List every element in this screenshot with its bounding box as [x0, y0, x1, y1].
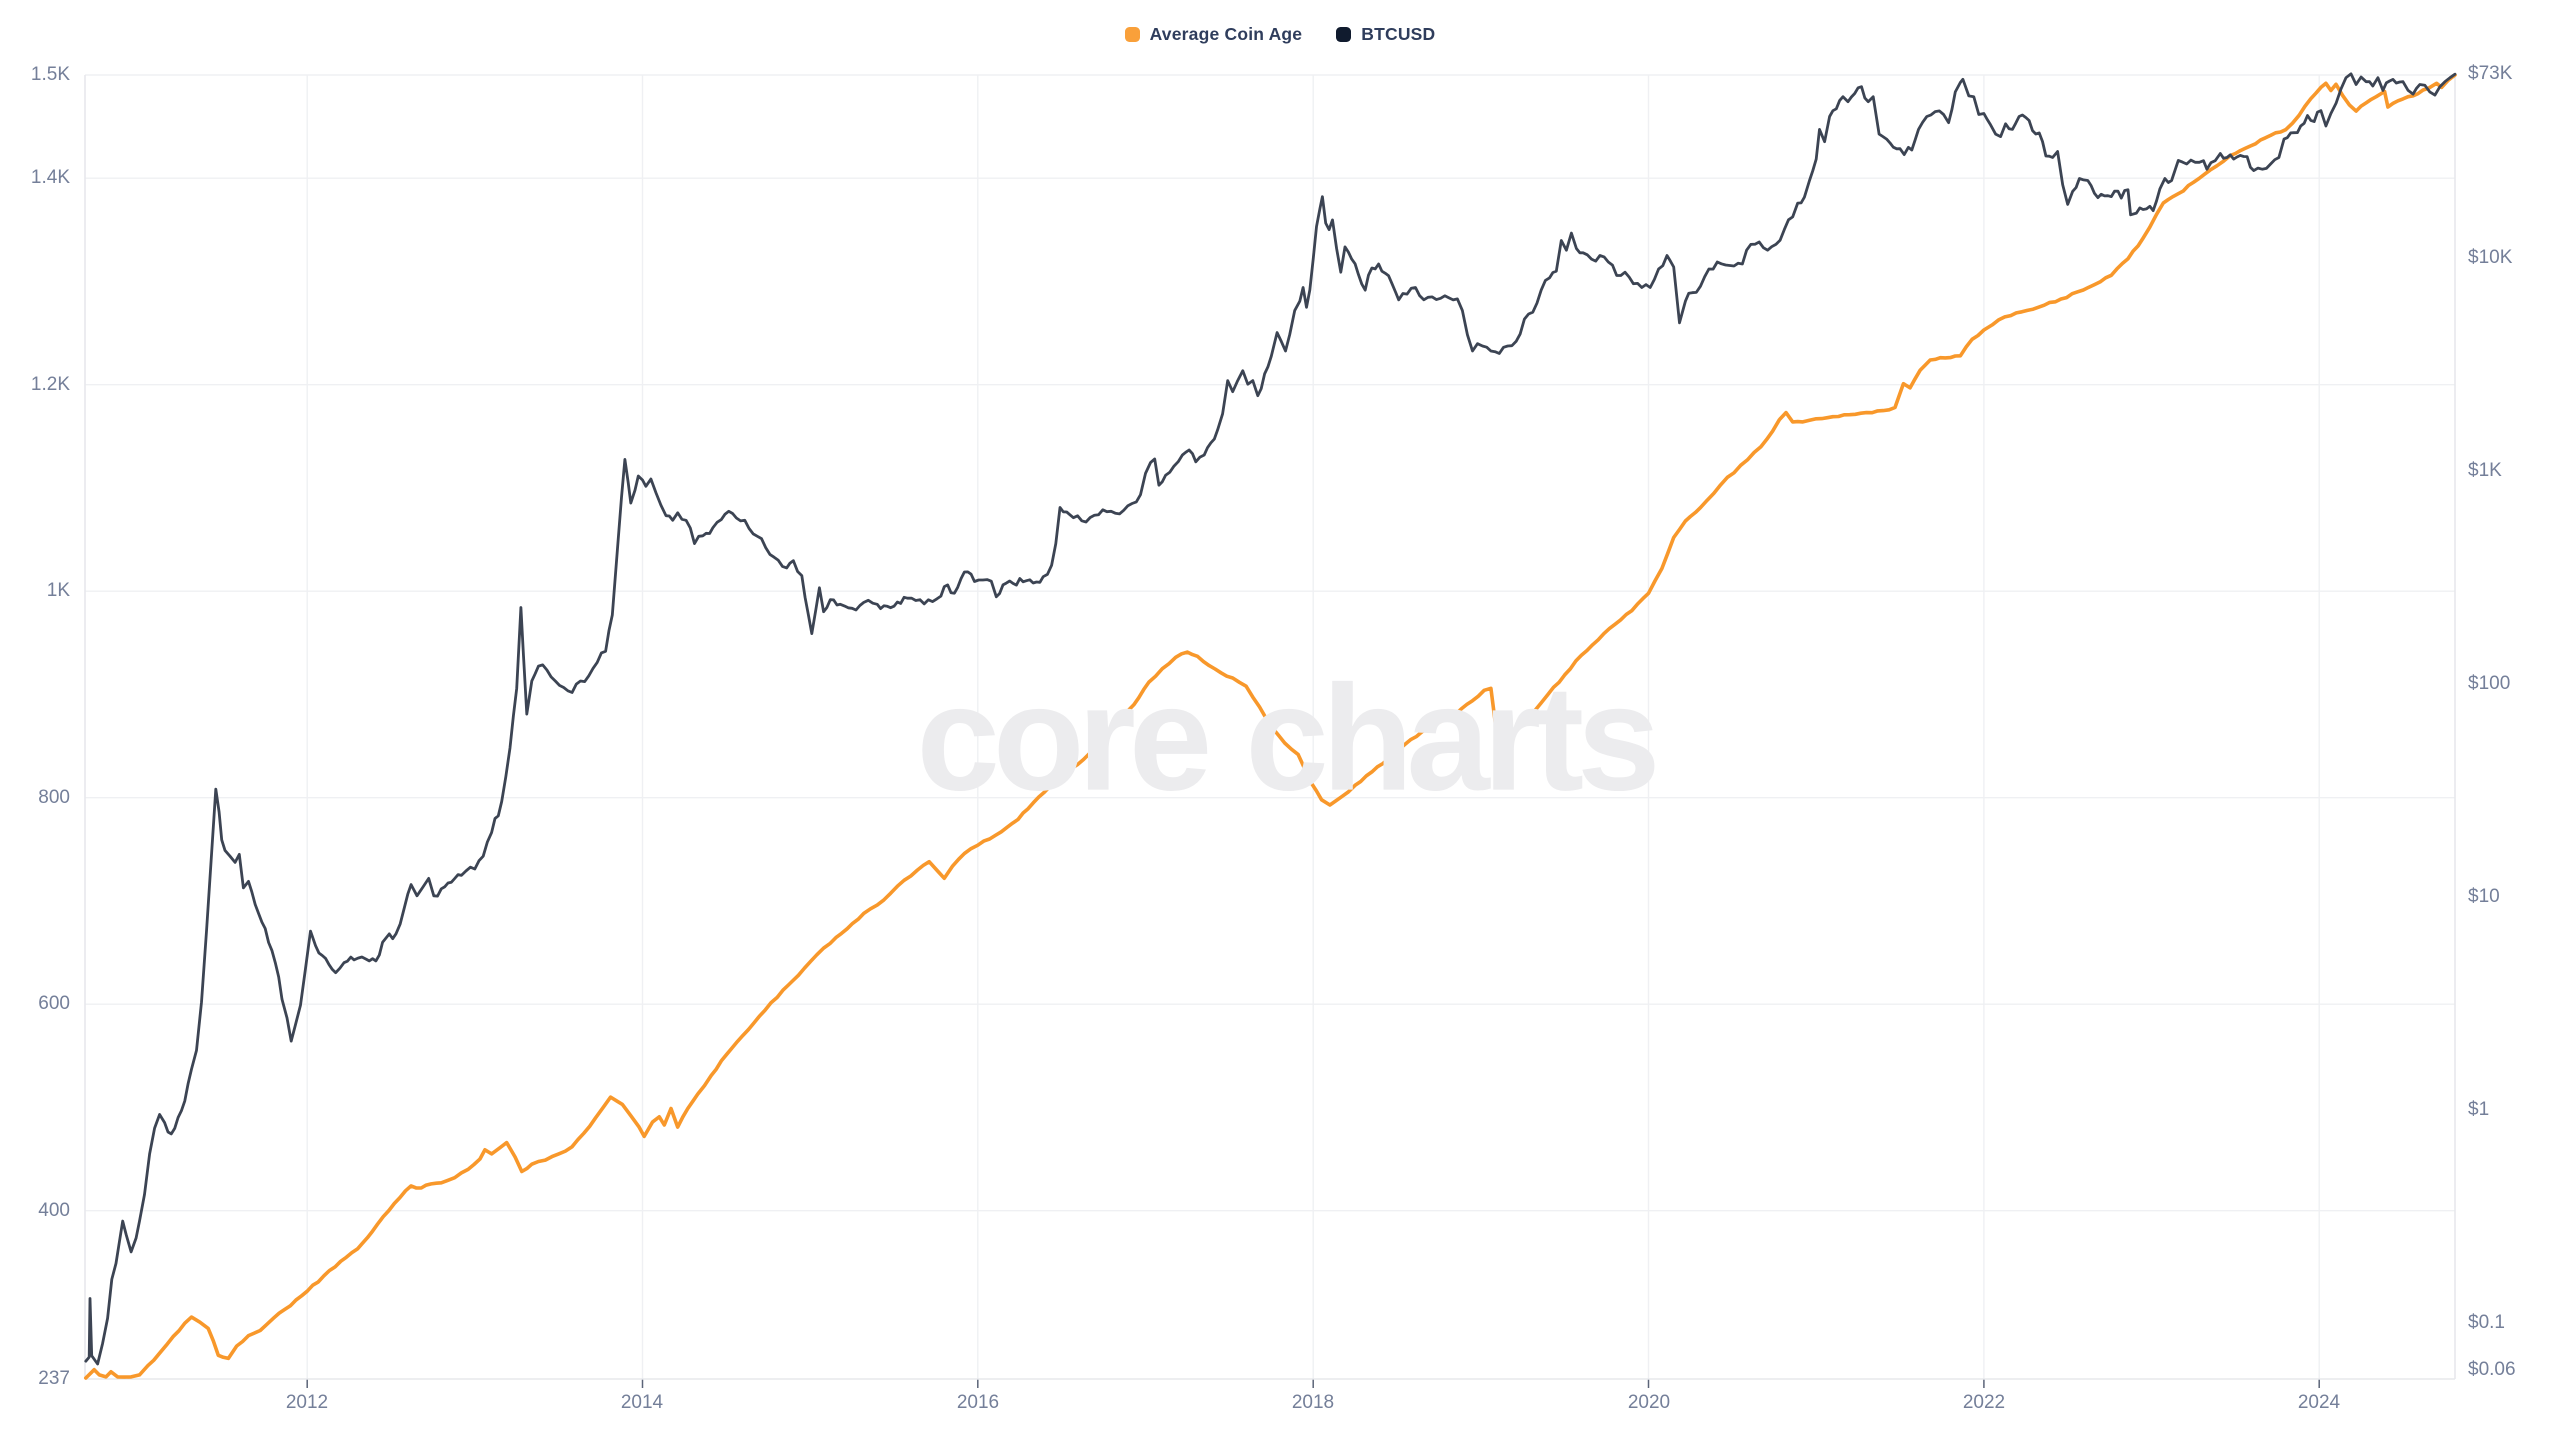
x-tick-label: 2018 [1291, 1392, 1335, 1413]
y-left-tick-label: 800 [38, 787, 70, 808]
x-tick-label: 2012 [285, 1392, 329, 1413]
y-left-tick-label: 1K [46, 580, 70, 601]
y-right-tick-label: $73K [2468, 63, 2513, 84]
legend-swatch-orange-icon [1124, 27, 1140, 42]
legend-item-btcusd[interactable]: BTCUSD [1336, 24, 1435, 45]
x-tick-label: 2020 [1627, 1392, 1671, 1413]
y-right-tick-label: $0.06 [2468, 1359, 2516, 1380]
y-right-tick-label: $1K [2468, 460, 2502, 481]
y-right-tick-label: $0.1 [2468, 1312, 2505, 1333]
legend-label-average-coin-age: Average Coin Age [1149, 24, 1303, 44]
y-left-tick-label: 1.4K [30, 167, 70, 188]
x-tick-label: 2016 [956, 1392, 1000, 1413]
y-right-tick-label: $10K [2468, 247, 2513, 268]
x-tick-label: 2024 [2297, 1392, 2341, 1413]
y-right-tick-label: $10 [2468, 886, 2500, 907]
y-left-tick-label: 600 [38, 993, 70, 1014]
series-line-average-coin-age[interactable] [84, 73, 2457, 1380]
legend-swatch-navy-icon [1336, 27, 1352, 42]
y-left-tick-label: 1.5K [30, 64, 70, 85]
y-left-tick-label: 1.2K [30, 374, 70, 395]
y-right-tick-label: $1 [2468, 1099, 2490, 1120]
x-tick-label: 2022 [1962, 1392, 2006, 1413]
x-tick-label: 2014 [620, 1392, 664, 1413]
chart-legend: Average Coin Age BTCUSD [0, 24, 2560, 45]
y-right-tick-label: $100 [2468, 673, 2511, 694]
y-left-tick-label: 237 [38, 1368, 70, 1389]
legend-item-average-coin-age[interactable]: Average Coin Age [1124, 24, 1303, 45]
y-left-tick-label: 400 [38, 1200, 70, 1221]
legend-label-btcusd: BTCUSD [1361, 24, 1436, 44]
series-line-btcusd[interactable] [84, 72, 2457, 1366]
